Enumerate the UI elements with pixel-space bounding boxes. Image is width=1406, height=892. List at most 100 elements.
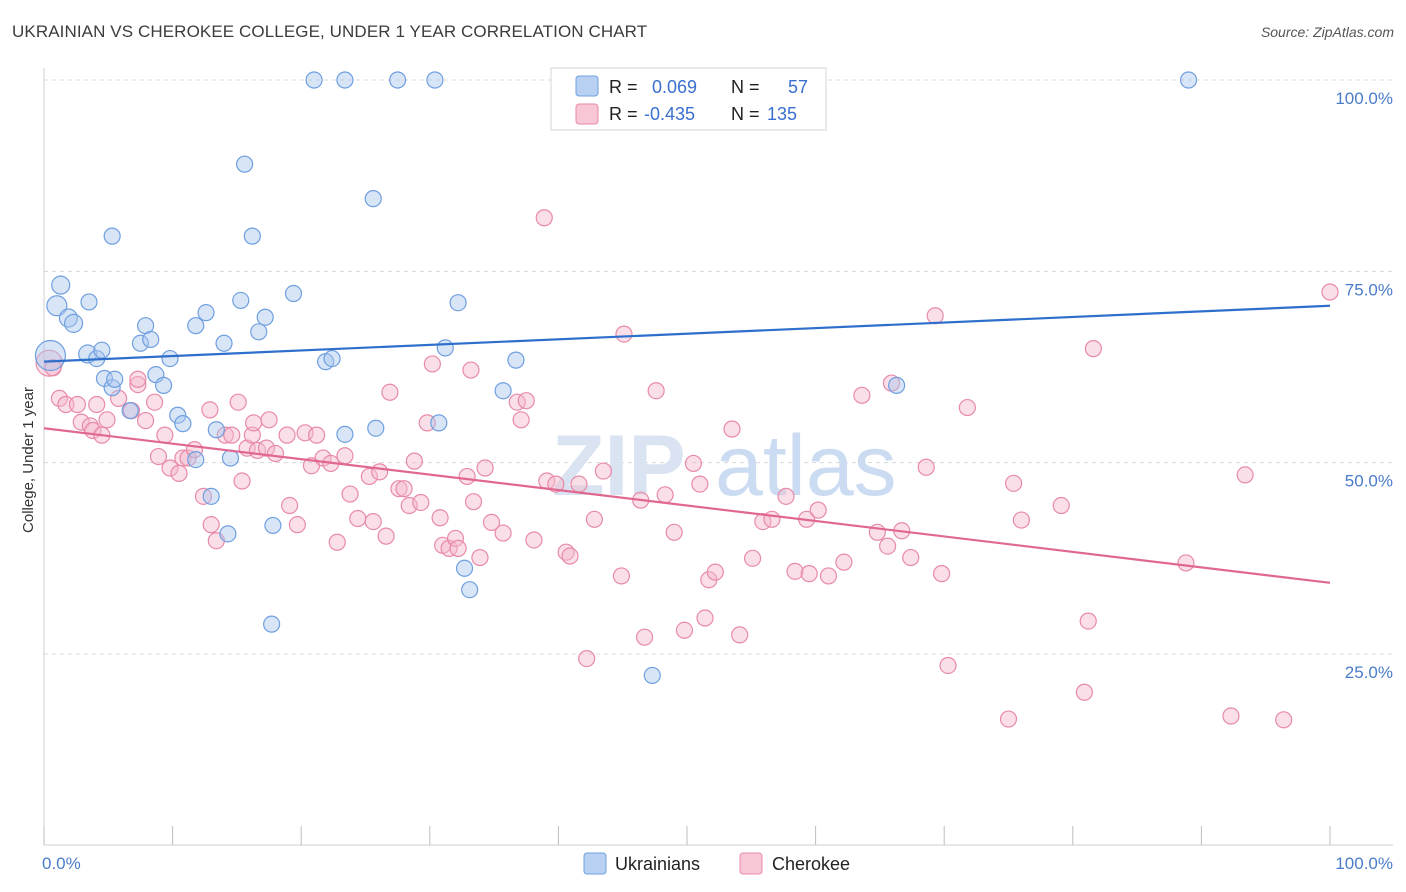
data-point xyxy=(471,548,489,567)
data-point xyxy=(691,475,709,493)
legend-swatch-cherokee xyxy=(575,103,599,125)
data-point xyxy=(1236,466,1254,484)
data-point xyxy=(635,628,654,646)
data-point xyxy=(51,275,71,295)
data-point xyxy=(93,341,111,359)
data-point xyxy=(34,339,67,372)
y-tick-label: 50.0% xyxy=(1345,472,1393,491)
data-point xyxy=(647,382,665,400)
y-tick-label: 25.0% xyxy=(1345,663,1393,682)
data-point xyxy=(328,533,346,551)
data-point xyxy=(98,411,116,429)
data-point xyxy=(305,71,323,89)
data-point xyxy=(221,449,240,467)
data-point xyxy=(412,493,430,512)
legend-r-label-2: R = xyxy=(609,104,638,124)
data-point xyxy=(1222,707,1240,725)
data-point xyxy=(1177,554,1195,572)
data-point xyxy=(229,393,247,411)
data-point xyxy=(395,480,413,498)
data-point xyxy=(763,510,781,528)
data-point xyxy=(336,447,354,465)
data-point xyxy=(786,562,804,580)
data-point xyxy=(308,426,326,444)
data-point xyxy=(446,529,465,548)
data-point xyxy=(512,411,530,429)
data-point xyxy=(1075,683,1093,701)
data-point xyxy=(263,615,281,633)
data-point xyxy=(121,402,139,420)
data-point xyxy=(58,308,79,328)
data-point xyxy=(187,317,205,335)
data-point xyxy=(1079,612,1097,630)
data-point xyxy=(207,421,225,439)
data-point xyxy=(939,656,957,675)
data-point xyxy=(494,524,512,542)
data-point xyxy=(902,548,920,567)
data-point xyxy=(405,452,423,470)
data-point xyxy=(809,501,827,519)
y-tick-label: 100.0% xyxy=(1335,89,1393,108)
data-point xyxy=(223,426,241,444)
data-point xyxy=(933,565,951,583)
data-point xyxy=(44,359,62,377)
data-point xyxy=(364,190,382,208)
data-point xyxy=(777,487,795,505)
data-point xyxy=(281,496,299,515)
data-point xyxy=(245,414,263,432)
data-point xyxy=(264,516,282,535)
data-point xyxy=(154,376,173,394)
data-point xyxy=(455,559,474,577)
data-point xyxy=(723,420,741,438)
data-point xyxy=(675,621,694,639)
legend-n-label-2: N = xyxy=(731,104,760,124)
data-point xyxy=(535,209,553,227)
data-point xyxy=(547,475,565,493)
data-point xyxy=(1179,71,1198,89)
data-point xyxy=(449,294,467,312)
data-point xyxy=(103,227,121,245)
source-note: Source: ZipAtlas.com xyxy=(1260,24,1394,40)
data-point xyxy=(853,386,871,404)
data-point xyxy=(800,565,818,583)
data-point xyxy=(72,413,90,431)
data-point xyxy=(462,361,480,379)
data-point xyxy=(367,419,385,437)
data-point xyxy=(129,370,147,388)
data-point xyxy=(561,547,579,565)
data-point xyxy=(888,376,906,394)
data-point xyxy=(819,567,838,585)
data-point xyxy=(431,509,449,527)
correlation-legend: R = 0.069 N = 57 R = -0.435 N = 135 xyxy=(550,67,827,131)
ukrainian-points xyxy=(34,71,1198,685)
data-point xyxy=(129,376,147,394)
data-point xyxy=(63,313,84,333)
data-point xyxy=(174,449,192,467)
data-point xyxy=(284,284,303,303)
data-point xyxy=(174,415,192,433)
data-point xyxy=(341,485,359,503)
data-point xyxy=(243,227,261,245)
data-point xyxy=(482,513,501,531)
data-point xyxy=(257,439,276,457)
bottom-legend-ukrainians: Ukrainians xyxy=(615,854,700,874)
data-point xyxy=(731,626,749,644)
legend-r-value-2: -0.435 xyxy=(644,104,695,124)
data-point xyxy=(236,155,254,173)
x-tick-label-min: 0.0% xyxy=(42,854,81,873)
data-point xyxy=(440,539,458,557)
data-point xyxy=(323,349,341,368)
axes xyxy=(43,68,1393,846)
data-point xyxy=(958,398,976,417)
data-point xyxy=(288,516,306,534)
data-point xyxy=(696,609,714,627)
data-point xyxy=(578,649,596,668)
data-point xyxy=(423,355,441,373)
data-point xyxy=(706,563,724,581)
data-point xyxy=(201,401,219,419)
data-point xyxy=(381,383,399,401)
data-point xyxy=(202,487,220,505)
data-point xyxy=(202,516,220,534)
data-point xyxy=(1012,511,1030,529)
